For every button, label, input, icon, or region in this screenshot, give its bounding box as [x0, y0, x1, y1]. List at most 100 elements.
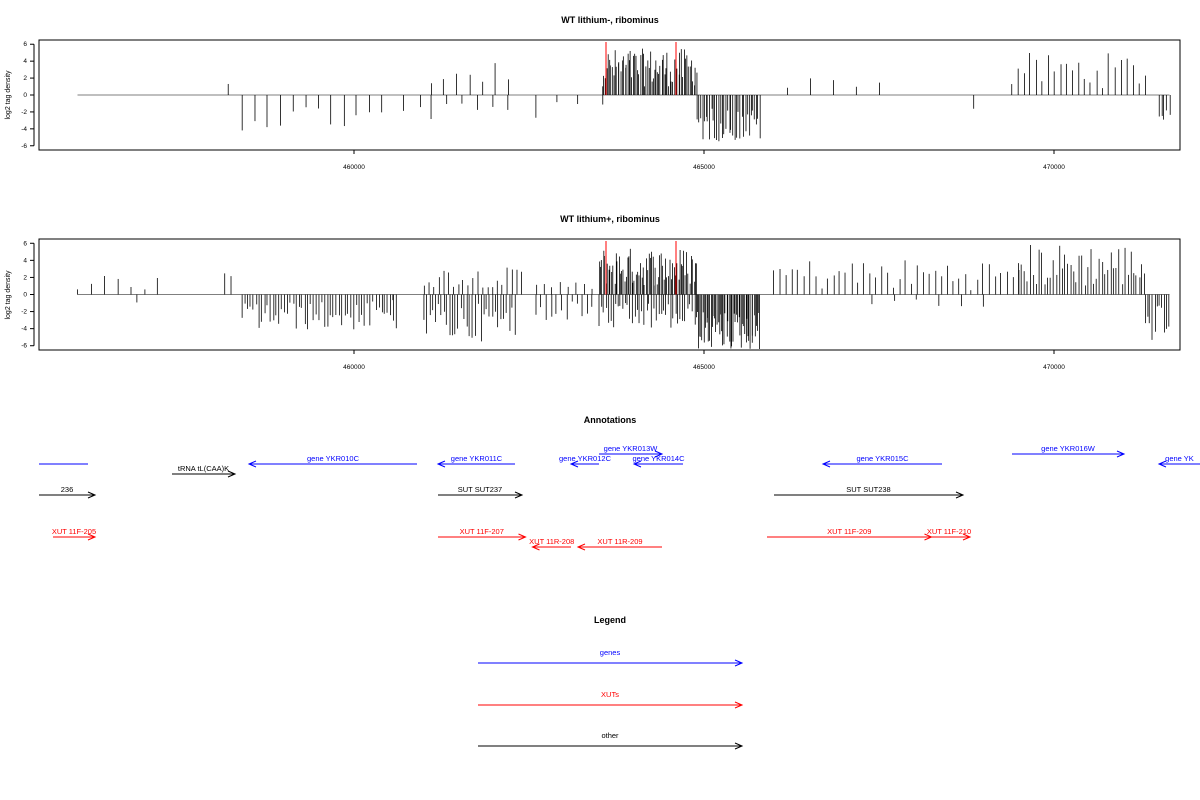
y-tick-label: 6 [23, 240, 27, 247]
y-tick-label: -4 [21, 326, 27, 333]
y-tick-label: -6 [21, 143, 27, 150]
annotation-feature: gene YKR010C [247, 454, 417, 468]
annotation-feature: gene YKR015C [821, 454, 942, 468]
feature-label: XUT 11F-207 [460, 527, 504, 536]
arrow-head [531, 543, 540, 551]
arrow-head [518, 533, 527, 541]
bar-series [77, 48, 1171, 142]
annotation-feature: XUT 11F-205 [52, 527, 97, 541]
y-axis: -6 -4 -2 0 2 4 6 [21, 240, 35, 350]
feature-label: XUT 11F-205 [52, 527, 96, 536]
annotations-title: Annotations [584, 415, 637, 425]
x-tick-label: 465000 [693, 364, 715, 371]
x-tick-label: 470000 [1043, 164, 1065, 171]
annotation-feature: gene YK [1157, 454, 1200, 468]
feature-label: XUT 11F-209 [827, 527, 871, 536]
arrow-head [1116, 450, 1126, 458]
arrow-head [436, 460, 446, 468]
marker-lines [605, 241, 677, 295]
annotation-feature: XUT 11F-209 [767, 527, 933, 541]
marker-lines [605, 42, 677, 95]
annotation-feature: XUT 11R-209 [576, 537, 662, 551]
y-axis: -6 -4 -2 0 2 4 6 [21, 41, 35, 150]
annotation-feature: SUT SUT238 [774, 485, 965, 499]
arrow-head [514, 491, 524, 499]
arrow-head [247, 460, 257, 468]
y-tick-label: -2 [21, 109, 27, 116]
feature-label: gene YKR012C [559, 454, 612, 463]
legend-items: genes XUTs other [478, 648, 744, 750]
legend-item: other [478, 731, 744, 750]
x-tick-label: 470000 [1043, 364, 1065, 371]
y-tick-label: 0 [23, 92, 27, 99]
legend: Legend genes XUTs other [478, 615, 744, 750]
x-tick-label: 460000 [343, 364, 365, 371]
arrow-head [227, 470, 237, 478]
feature-label: tRNA tL(CAA)K [178, 464, 229, 473]
arrow-head [1157, 460, 1167, 468]
y-tick-label: 0 [23, 292, 27, 299]
legend-label: XUTs [601, 690, 619, 699]
bar-series [77, 244, 1170, 349]
annotation-feature: gene YKR014C [632, 454, 685, 468]
arrow-head [569, 460, 579, 468]
legend-label: genes [600, 648, 621, 657]
annotation-feature: SUT SUT237 [438, 485, 524, 499]
arrow-head [632, 460, 642, 468]
y-tick-label: 2 [23, 75, 27, 82]
feature-label: gene YKR011C [451, 454, 503, 463]
legend-title: Legend [594, 615, 626, 625]
annotation-feature: gene YKR016W [1012, 444, 1126, 458]
y-tick-label: 6 [23, 41, 27, 48]
feature-label: gene YKR010C [307, 454, 360, 463]
legend-item: XUTs [478, 690, 744, 709]
arrow-head [734, 701, 744, 709]
panel-title: WT lithium-, ribominus [561, 15, 659, 25]
y-axis-label: log2 tag density [5, 270, 12, 320]
arrow-head [654, 450, 664, 458]
track-panel-lithium-plus: WT lithium+, ribominus log2 tag density … [5, 214, 1181, 371]
feature-label: 236 [61, 485, 74, 494]
feature-label: SUT SUT238 [846, 485, 890, 494]
y-tick-label: 4 [23, 58, 27, 65]
arrow-head [87, 491, 97, 499]
annotations-track: Annotations gene YKR010C gene YKR011C gene… [39, 415, 1200, 551]
annotation-feature: XUT 11F-207 [438, 527, 527, 541]
plot-frame [38, 238, 1181, 351]
annotation-feature: XUT 11R-208 [529, 537, 574, 551]
x-tick-label: 460000 [343, 164, 365, 171]
feature-label: gene YKR016W [1041, 444, 1096, 453]
feature-label: XUT 11F-210 [927, 527, 971, 536]
annotation-feature: tRNA tL(CAA)K [172, 464, 237, 478]
track-panel-lithium-minus: WT lithium-, ribominus log2 tag density … [5, 15, 1181, 171]
feature-label: SUT SUT237 [458, 485, 502, 494]
panel-title: WT lithium+, ribominus [560, 214, 660, 224]
x-axis: 460000 465000 470000 [343, 350, 1065, 371]
annotation-features: gene YKR010C gene YKR011C gene YKR012Cgene… [39, 444, 1200, 551]
arrow-head [962, 533, 972, 541]
y-tick-label: -4 [21, 126, 27, 133]
annotation-feature: gene YKR012C [559, 454, 612, 468]
feature-label: gene YKR015C [857, 454, 910, 463]
feature-label: gene YK [1165, 454, 1194, 463]
arrow-head [87, 533, 97, 541]
annotation-feature: gene YKR011C [436, 454, 515, 468]
feature-label: gene YKR013W [604, 444, 659, 453]
feature-label: XUT 11R-208 [529, 537, 574, 546]
feature-label: XUT 11R-209 [597, 537, 642, 546]
plot-frame [38, 39, 1181, 151]
y-axis-label: log2 tag density [5, 70, 12, 120]
y-tick-label: -2 [21, 309, 27, 316]
annotation-feature: 236 [39, 485, 97, 499]
arrow-head [734, 659, 744, 667]
annotation-feature: XUT 11F-210 [927, 527, 972, 541]
arrow-head [576, 543, 586, 551]
arrow-head [734, 742, 744, 750]
legend-label: other [601, 731, 619, 740]
annotation-feature: gene YKR013W [599, 444, 664, 458]
y-tick-label: -6 [21, 343, 27, 350]
y-tick-label: 4 [23, 257, 27, 264]
legend-item: genes [478, 648, 744, 667]
x-tick-label: 465000 [693, 164, 715, 171]
